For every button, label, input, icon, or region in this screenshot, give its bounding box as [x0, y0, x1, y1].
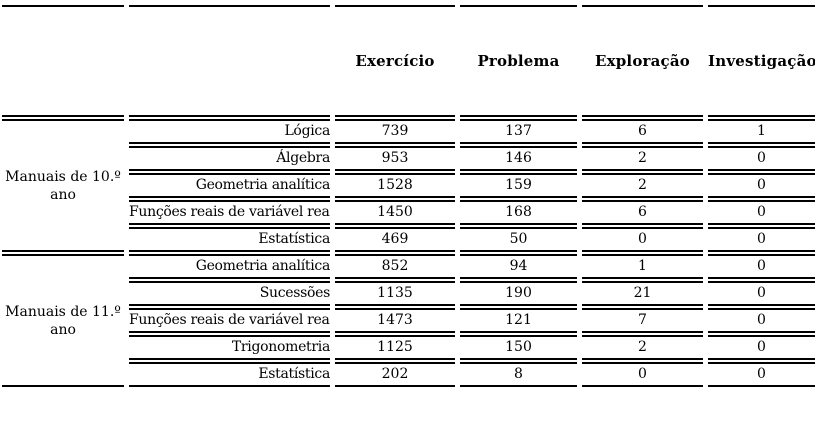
topic-cell: Álgebra [129, 146, 330, 171]
table-row: Funções reais de variável real 1450 168 … [2, 200, 815, 225]
topic-cell: Funções reais de variável real [129, 200, 330, 225]
value-cell: 1473 [335, 308, 455, 333]
header-empty-group [2, 5, 124, 117]
header-empty-topic [129, 5, 330, 117]
value-cell: 1135 [335, 281, 455, 306]
value-cell: 953 [335, 146, 455, 171]
value-cell: 739 [335, 119, 455, 144]
value-cell: 202 [335, 362, 455, 387]
value-cell: 6 [582, 200, 703, 225]
topic-cell: Trigonometria [129, 335, 330, 360]
value-cell: 21 [582, 281, 703, 306]
value-cell: 6 [582, 119, 703, 144]
value-cell: 0 [708, 173, 815, 198]
value-cell: 0 [708, 308, 815, 333]
value-cell: 1528 [335, 173, 455, 198]
value-cell: 168 [460, 200, 577, 225]
value-cell: 0 [582, 227, 703, 252]
value-cell: 2 [582, 146, 703, 171]
value-cell: 0 [708, 146, 815, 171]
table-row: Funções reais de variável real 1473 121 … [2, 308, 815, 333]
header-problema: Problema [460, 5, 577, 117]
value-cell: 121 [460, 308, 577, 333]
value-cell: 0 [582, 362, 703, 387]
value-cell: 190 [460, 281, 577, 306]
topic-cell: Geometria analítica [129, 254, 330, 279]
value-cell: 0 [708, 281, 815, 306]
value-cell: 50 [460, 227, 577, 252]
topic-cell: Funções reais de variável real [129, 308, 330, 333]
table-row: Geometria analítica 1528 159 2 0 [2, 173, 815, 198]
value-cell: 469 [335, 227, 455, 252]
value-cell: 0 [708, 362, 815, 387]
value-cell: 0 [708, 200, 815, 225]
group-label-cell-11ano: Manuais de 11.º ano [2, 254, 124, 387]
value-cell: 8 [460, 362, 577, 387]
table-row: Estatística 202 8 0 0 [2, 362, 815, 387]
table-row: Manuais de 11.º ano Geometria analítica … [2, 254, 815, 387]
topic-cell: Lógica [129, 119, 330, 144]
table-row: Sucessões 1135 190 21 0 [2, 281, 815, 306]
value-cell: 150 [460, 335, 577, 360]
topic-cell: Geometria analítica [129, 173, 330, 198]
table-row: Trigonometria 1125 150 2 0 [2, 335, 815, 360]
value-cell: 1 [582, 254, 703, 279]
topic-cell: Sucessões [129, 281, 330, 306]
group-label-cell-10ano: Manuais de 10.º ano [2, 119, 124, 252]
topic-cell: Estatística [129, 362, 330, 387]
table-row: Estatística 469 50 0 0 [2, 227, 815, 252]
value-cell: 137 [460, 119, 577, 144]
header-investigacao: Investigação [708, 5, 815, 117]
value-cell: 0 [708, 254, 815, 279]
table-row: Álgebra 953 146 2 0 [2, 146, 815, 171]
value-cell: 2 [582, 173, 703, 198]
table-row: Manuais de 10.º ano Lógica 739 137 6 1 [2, 119, 815, 252]
value-cell: 2 [582, 335, 703, 360]
header-row: Exercício Problema Exploração Investigaç… [2, 5, 815, 117]
value-cell: 94 [460, 254, 577, 279]
value-cell: 7 [582, 308, 703, 333]
value-cell: 146 [460, 146, 577, 171]
value-cell: 159 [460, 173, 577, 198]
value-cell: 0 [708, 335, 815, 360]
header-exploracao: Exploração [582, 5, 703, 117]
value-cell: 1450 [335, 200, 455, 225]
value-cell: 1125 [335, 335, 455, 360]
task-types-table: Exercício Problema Exploração Investigaç… [0, 3, 820, 389]
value-cell: 852 [335, 254, 455, 279]
header-exercicio: Exercício [335, 5, 455, 117]
value-cell: 0 [708, 227, 815, 252]
value-cell: 1 [708, 119, 815, 144]
topic-cell: Estatística [129, 227, 330, 252]
